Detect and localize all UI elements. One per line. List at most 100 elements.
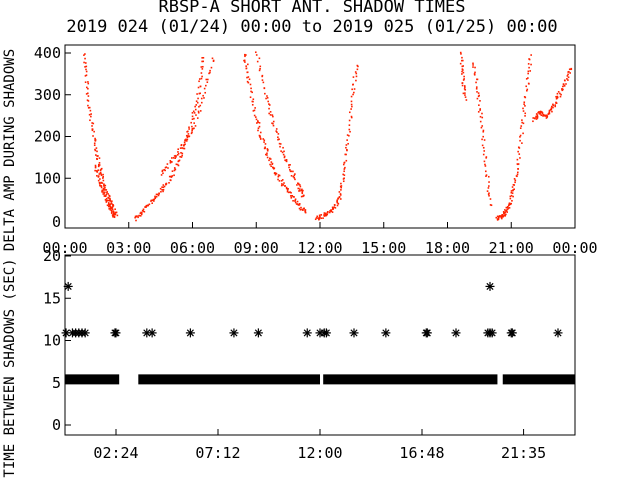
delta-amp-point xyxy=(155,195,158,198)
delta-amp-point xyxy=(277,138,280,141)
x-tick-label: 18:00 xyxy=(425,239,470,257)
delta-amp-point xyxy=(102,179,105,182)
delta-amp-point xyxy=(282,153,285,156)
asterisk-stroke xyxy=(148,329,156,337)
delta-amp-point xyxy=(84,75,87,77)
delta-amp-point xyxy=(301,208,303,211)
delta-amp-point xyxy=(249,96,252,99)
delta-amp-point xyxy=(277,136,279,139)
delta-amp-point xyxy=(259,67,261,70)
asterisk-stroke xyxy=(423,329,431,337)
delta-amp-point xyxy=(105,189,108,191)
delta-amp-point xyxy=(94,165,97,168)
delta-amp-point xyxy=(461,56,463,59)
delta-amp-point xyxy=(258,69,261,72)
delta-amp-point xyxy=(343,170,345,173)
delta-amp-point xyxy=(528,58,530,60)
delta-amp-point xyxy=(344,166,346,169)
delta-amp-point xyxy=(294,201,297,204)
delta-amp-point xyxy=(191,129,193,132)
delta-amp-point xyxy=(249,83,252,86)
delta-amp-point xyxy=(98,157,101,159)
delta-amp-point xyxy=(164,169,166,172)
delta-amp-point xyxy=(252,98,255,101)
delta-amp-point xyxy=(96,150,98,153)
delta-amp-point xyxy=(103,185,106,187)
delta-amp-point xyxy=(532,117,535,119)
delta-amp-point xyxy=(301,188,303,191)
delta-amp-point xyxy=(535,115,537,118)
delta-amp-point xyxy=(343,174,346,176)
delta-amp-point xyxy=(504,209,506,211)
delta-amp-point xyxy=(488,194,490,197)
delta-amp-point xyxy=(101,182,104,184)
delta-amp-point xyxy=(500,216,503,219)
delta-amp-point xyxy=(272,120,275,123)
delta-amp-point xyxy=(482,130,485,133)
delta-amp-point xyxy=(542,115,544,117)
delta-amp-point xyxy=(257,129,259,132)
delta-amp-point xyxy=(322,217,324,219)
delta-amp-point xyxy=(251,91,253,94)
asterisk-stroke xyxy=(112,329,120,337)
delta-amp-point xyxy=(519,136,521,138)
delta-amp-point xyxy=(297,204,300,206)
delta-amp-point xyxy=(98,163,100,166)
delta-amp-point xyxy=(271,114,274,116)
delta-amp-point xyxy=(254,51,257,54)
delta-amp-point xyxy=(481,112,483,115)
delta-amp-point xyxy=(272,124,275,127)
delta-amp-point xyxy=(112,204,114,206)
delta-amp-point xyxy=(481,138,483,141)
delta-amp-point xyxy=(339,193,342,195)
delta-amp-point xyxy=(251,103,254,106)
delta-amp-point xyxy=(474,66,476,69)
delta-amp-point xyxy=(156,193,159,196)
delta-amp-point xyxy=(104,195,107,197)
delta-amp-point xyxy=(507,204,510,207)
delta-amp-point xyxy=(528,83,530,85)
delta-amp-point xyxy=(552,106,554,109)
delta-amp-point xyxy=(336,199,339,202)
delta-amp-point xyxy=(164,166,167,169)
y-tick-label: 10 xyxy=(43,332,61,350)
delta-amp-point xyxy=(514,181,516,184)
delta-amp-point xyxy=(567,71,569,73)
panel-delta-amp: 100 200 300 400 0 00:00 03:00 06:00 09:00 12:00 1… xyxy=(2,44,598,257)
delta-amp-point xyxy=(98,162,101,164)
baseline-segment xyxy=(65,374,120,385)
delta-amp-point xyxy=(144,206,146,208)
delta-amp-point xyxy=(464,96,467,98)
delta-amp-point xyxy=(191,112,194,114)
delta-amp-point xyxy=(477,111,480,113)
delta-amp-point xyxy=(527,63,530,65)
delta-amp-point xyxy=(337,197,340,200)
delta-amp-point xyxy=(542,113,545,116)
delta-amp-point xyxy=(547,113,550,115)
delta-amp-point xyxy=(323,212,326,214)
delta-amp-point xyxy=(516,173,519,176)
delta-amp-point xyxy=(112,210,115,213)
asterisk-stroke xyxy=(350,329,358,337)
delta-amp-point xyxy=(180,144,183,146)
delta-amp-point xyxy=(199,110,202,112)
delta-amp-point xyxy=(276,131,278,134)
delta-amp-point xyxy=(280,150,282,152)
delta-amp-point xyxy=(279,143,282,145)
asterisk-stroke xyxy=(81,329,89,337)
delta-amp-point xyxy=(87,87,89,90)
interval-point xyxy=(185,328,195,338)
delta-amp-point xyxy=(200,77,203,80)
delta-amp-point xyxy=(475,81,477,84)
delta-amp-point xyxy=(259,135,261,137)
delta-amp-point xyxy=(464,94,466,96)
delta-amp-point xyxy=(462,71,465,74)
delta-amp-point xyxy=(298,190,300,192)
delta-amp-point xyxy=(137,216,139,219)
delta-amp-point xyxy=(302,209,304,211)
delta-amp-point xyxy=(535,113,538,115)
delta-amp-point xyxy=(112,204,115,207)
delta-amp-point xyxy=(294,198,297,201)
delta-amp-point xyxy=(142,210,145,212)
delta-amp-point xyxy=(178,159,181,162)
